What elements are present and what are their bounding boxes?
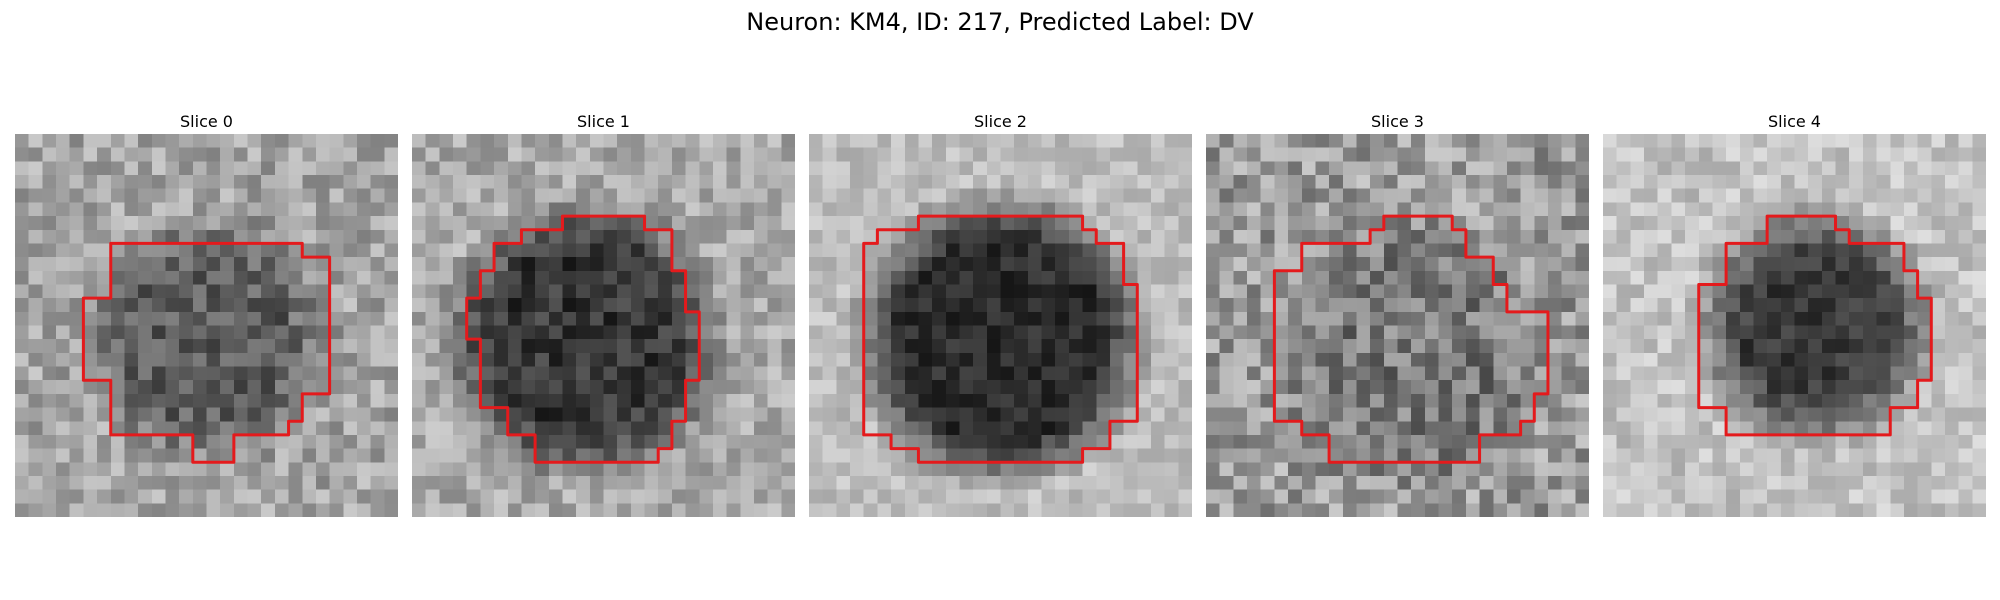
slice-image [1206, 134, 1589, 517]
slice-panel-4: Slice 4 [1603, 110, 1986, 517]
slice-title: Slice 3 [1371, 112, 1424, 131]
slice-title: Slice 0 [180, 112, 233, 131]
slice-panel-2: Slice 2 [809, 110, 1192, 517]
figure-title: Neuron: KM4, ID: 217, Predicted Label: D… [746, 8, 1254, 36]
slice-image [412, 134, 795, 517]
slice-title: Slice 1 [577, 112, 630, 131]
slice-title: Slice 2 [974, 112, 1027, 131]
slice-image [1603, 134, 1986, 517]
slice-image [15, 134, 398, 517]
slice-panel-1: Slice 1 [412, 110, 795, 517]
slice-panel-0: Slice 0 [15, 110, 398, 517]
slice-image [809, 134, 1192, 517]
slice-panel-3: Slice 3 [1206, 110, 1589, 517]
slice-title: Slice 4 [1768, 112, 1821, 131]
